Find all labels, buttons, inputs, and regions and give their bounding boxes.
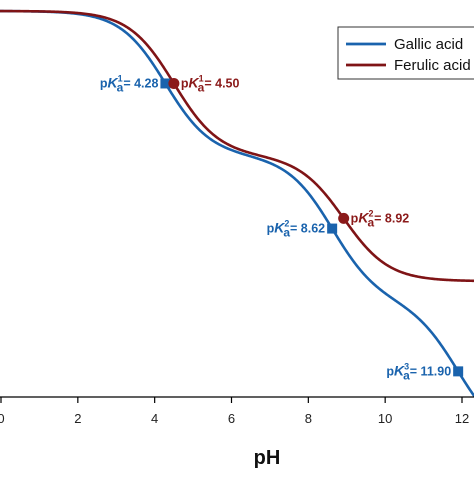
x-axis: 0 2 4 6 8 10 12 — [0, 396, 474, 426]
x-tick-label: 4 — [151, 411, 158, 426]
series-line-1 — [0, 9, 474, 283]
x-tick-label: 8 — [305, 411, 312, 426]
plot-area — [0, 9, 474, 397]
legend-label-1: Ferulic acid — [394, 57, 471, 74]
pka-marker-circle — [168, 77, 180, 89]
x-tick-label: 6 — [228, 411, 235, 426]
x-axis-title: pH — [254, 447, 281, 469]
x-tick-label: 0 — [0, 411, 5, 426]
pka-marker-square — [160, 78, 171, 89]
legend-label-0: Gallic acid — [394, 36, 463, 53]
x-tick-label: 2 — [74, 411, 81, 426]
pka-label: pK2 a= 8.62 — [267, 219, 326, 240]
pka-label: pK1 a= 4.28 — [100, 73, 159, 94]
pka-label: pK2 a= 8.92 — [351, 208, 410, 229]
pka-marker-square — [327, 223, 338, 234]
legend: Gallic acid Ferulic acid — [337, 26, 474, 80]
pka-marker-circle — [338, 212, 350, 224]
legend-box — [337, 26, 474, 80]
x-tick-label: 10 — [378, 411, 392, 426]
pka-marker-square — [453, 366, 464, 377]
pka-label: pK3 a= 11.90 — [386, 361, 451, 382]
pka-label: pK1 a= 4.50 — [181, 73, 240, 94]
x-tick-label: 12 — [455, 411, 469, 426]
